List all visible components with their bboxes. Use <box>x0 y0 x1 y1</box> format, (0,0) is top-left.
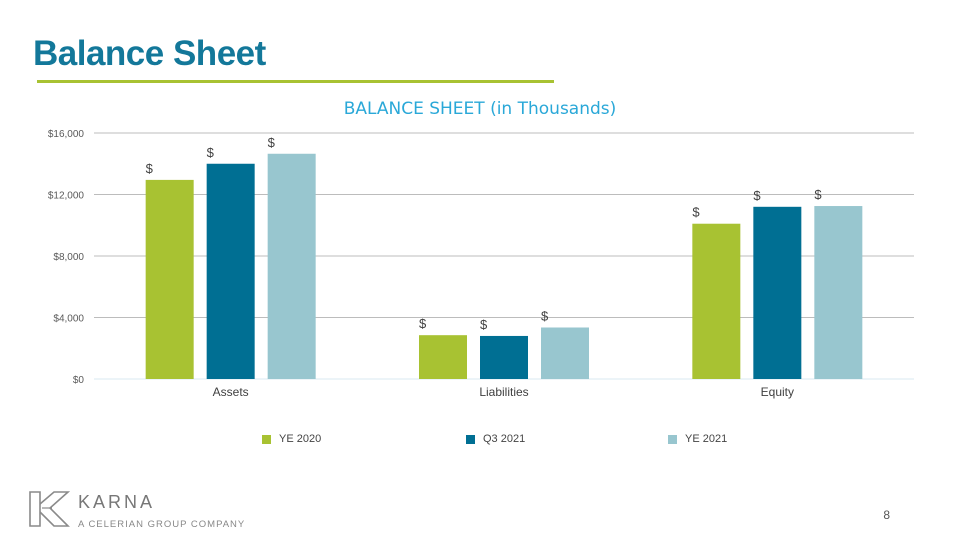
legend-item: YE 2020 <box>262 433 321 445</box>
bar <box>267 153 316 379</box>
page-number: 8 <box>883 508 890 522</box>
data-label: $ <box>268 135 276 150</box>
data-label: $ <box>753 188 761 203</box>
legend-item: Q3 2021 <box>466 433 525 445</box>
legend-item: YE 2021 <box>668 433 727 445</box>
data-label: $ <box>541 308 549 323</box>
y-tick-label: $0 <box>73 375 85 386</box>
bar <box>541 327 589 379</box>
logo-tagline: A CELERIAN GROUP COMPANY <box>78 519 246 530</box>
legend-swatch <box>668 434 677 444</box>
slide-title: Balance Sheet <box>33 34 266 73</box>
bar <box>480 335 528 379</box>
bar <box>753 206 802 379</box>
x-tick-label: Assets <box>213 385 249 399</box>
karna-logo-icon <box>29 491 71 527</box>
title-underline <box>37 80 554 83</box>
data-label: $ <box>692 205 700 220</box>
legend-label: Q3 2021 <box>483 433 526 445</box>
bar <box>145 179 194 379</box>
y-tick-label: $12,000 <box>48 191 85 202</box>
legend-label: YE 2021 <box>685 433 728 445</box>
bar <box>692 223 741 379</box>
data-label: $ <box>419 316 427 331</box>
y-tick-label: $4,000 <box>53 314 84 325</box>
bar <box>814 206 863 379</box>
y-tick-label: $16,000 <box>48 129 85 140</box>
chart-legend: YE 2020 Q3 2021 YE 2021 <box>0 433 960 449</box>
legend-label: YE 2020 <box>279 433 322 445</box>
y-tick-label: $8,000 <box>53 252 84 263</box>
legend-swatch <box>466 434 475 444</box>
data-label: $ <box>207 145 215 160</box>
bar <box>206 163 255 379</box>
x-tick-label: Equity <box>761 385 794 399</box>
logo-name: KARNA <box>78 492 156 512</box>
x-tick-label: Liabilities <box>479 385 528 399</box>
chart-title: BALANCE SHEET (in Thousands) <box>343 99 617 119</box>
data-label: $ <box>146 161 154 176</box>
bar <box>419 335 467 379</box>
data-label: $ <box>814 187 822 202</box>
data-label: $ <box>480 317 488 332</box>
legend-swatch <box>262 434 271 444</box>
karna-logo: KARNA A CELERIAN GROUP COMPANY <box>28 490 245 530</box>
